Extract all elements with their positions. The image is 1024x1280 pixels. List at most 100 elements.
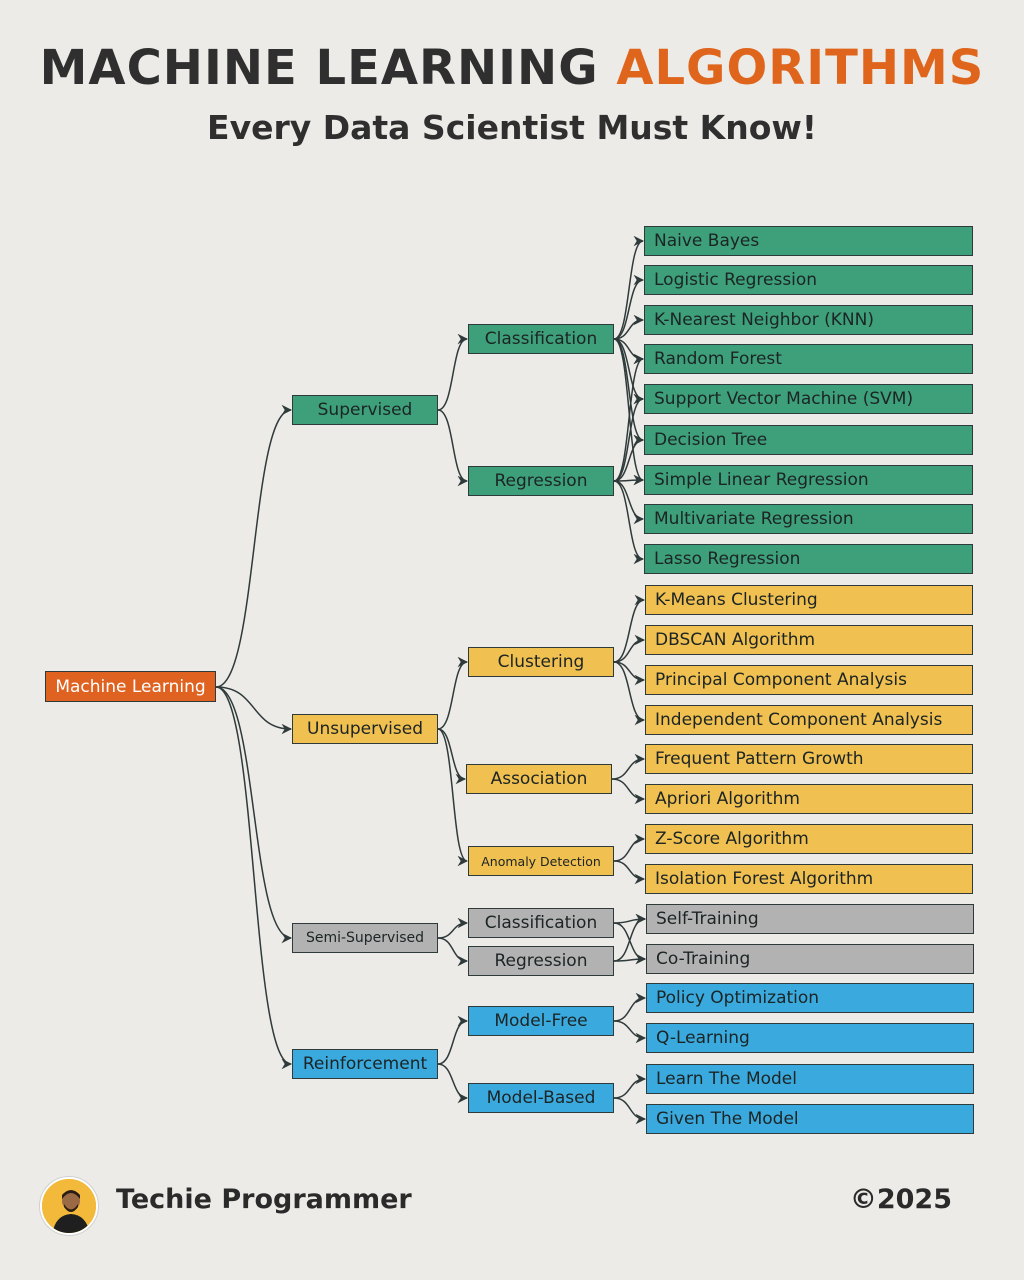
algorithm-z-score: Z-Score Algorithm (645, 824, 973, 854)
algorithm-co-training: Co-Training (646, 944, 974, 974)
connector-arrow (613, 953, 647, 965)
algorithm-label: Co-Training (656, 949, 751, 969)
algorithm-label: Decision Tree (654, 430, 768, 450)
algorithm-policy-optimization: Policy Optimization (646, 983, 974, 1013)
connector-arrow (437, 409, 469, 487)
subcategory-semi-classification: Classification (468, 908, 614, 938)
subcategory-label: Model-Free (494, 1011, 588, 1031)
root-label: Machine Learning (55, 676, 206, 697)
algorithm-label: Given The Model (656, 1109, 799, 1129)
algorithm-isolation-forest: Isolation Forest Algorithm (645, 864, 973, 894)
algorithm-ica: Independent Component Analysis (645, 705, 973, 735)
connector-arrow (437, 937, 469, 967)
algorithm-q-learning: Q-Learning (646, 1023, 974, 1053)
person-avatar-icon (40, 1177, 98, 1235)
algorithm-label: Learn The Model (656, 1069, 797, 1089)
connector-arrow (611, 753, 646, 780)
connector-arrow (215, 686, 293, 944)
connector-arrow (613, 480, 645, 525)
algorithm-label: Support Vector Machine (SVM) (654, 389, 914, 409)
subcategory-label: Regression (494, 471, 588, 491)
connector-arrow (215, 686, 293, 735)
algorithm-label: Naive Bayes (654, 231, 760, 251)
algorithm-label: Lasso Regression (654, 549, 801, 569)
connector-arrow (613, 353, 645, 482)
algorithm-fp-growth: Frequent Pattern Growth (645, 744, 973, 774)
algorithm-label: Frequent Pattern Growth (655, 749, 864, 769)
algorithm-label: K-Nearest Neighbor (KNN) (654, 310, 874, 330)
algorithm-learn-the-model: Learn The Model (646, 1064, 974, 1094)
connector-arrow (613, 274, 645, 340)
subcategory-model-based: Model-Based (468, 1083, 614, 1113)
algorithm-label: Principal Component Analysis (655, 670, 907, 690)
algorithm-knn: K-Nearest Neighbor (KNN) (644, 305, 973, 335)
algorithm-apriori: Apriori Algorithm (645, 784, 973, 814)
subcategory-label: Model-Based (486, 1088, 596, 1108)
subcategory-model-free: Model-Free (468, 1006, 614, 1036)
algorithm-label: Simple Linear Regression (654, 470, 869, 490)
algorithm-dbscan: DBSCAN Algorithm (645, 625, 973, 655)
algorithm-logistic-regression: Logistic Regression (644, 265, 973, 295)
connector-arrow (613, 661, 646, 686)
connector-arrow (215, 404, 293, 688)
algorithm-pca: Principal Component Analysis (645, 665, 973, 695)
algorithm-simple-linear-regression: Simple Linear Regression (644, 465, 973, 495)
connector-arrow (613, 1073, 647, 1099)
category-label: Semi-Supervised (305, 930, 425, 946)
connector-arrow (613, 393, 645, 482)
connector-arrow (613, 1097, 647, 1125)
connector-arrow (613, 434, 645, 482)
algorithm-label: Apriori Algorithm (655, 789, 800, 809)
category-unsupervised: Unsupervised (292, 714, 438, 744)
subcategory-supervised-classification: Classification (468, 324, 614, 354)
category-label: Unsupervised (307, 719, 423, 739)
algorithm-label: Z-Score Algorithm (655, 829, 809, 849)
algorithm-label: Random Forest (654, 349, 782, 369)
connector-arrow (437, 728, 467, 785)
connector-arrow (613, 634, 646, 663)
copyright-year: ©2025 (849, 1184, 952, 1215)
subcategory-semi-regression: Regression (468, 946, 614, 976)
subcategory-label: Regression (494, 951, 588, 971)
connector-arrow (613, 661, 646, 726)
algorithm-label: Q-Learning (656, 1028, 750, 1048)
brand-name: Techie Programmer (116, 1184, 412, 1215)
subcategory-clustering: Clustering (468, 647, 614, 677)
connector-arrow (437, 1015, 469, 1065)
algorithm-svm: Support Vector Machine (SVM) (644, 384, 973, 414)
title-main: MACHINE LEARNING (39, 40, 599, 96)
connector-arrow (437, 333, 469, 411)
algorithm-decision-tree: Decision Tree (644, 425, 973, 455)
category-semi-supervised: Semi-Supervised (292, 923, 438, 953)
category-reinforcement: Reinforcement (292, 1049, 438, 1079)
connector-arrow (437, 656, 469, 730)
subcategory-supervised-regression: Regression (468, 466, 614, 496)
algorithm-label: Logistic Regression (654, 270, 818, 290)
page-title: MACHINE LEARNING ALGORITHMS (0, 40, 1024, 96)
algorithm-label: Policy Optimization (656, 988, 820, 1008)
algorithm-naive-bayes: Naive Bayes (644, 226, 973, 256)
connector-arrow (613, 594, 646, 663)
connector-arrow (613, 833, 646, 862)
subcategory-label: Classification (484, 329, 598, 349)
connector-arrow (437, 1063, 469, 1104)
category-supervised: Supervised (292, 395, 438, 425)
subcategory-label: Classification (484, 913, 598, 933)
algorithm-label: Multivariate Regression (654, 509, 854, 529)
algorithm-k-means: K-Means Clustering (645, 585, 973, 615)
algorithm-label: DBSCAN Algorithm (655, 630, 816, 650)
page-subtitle: Every Data Scientist Must Know! (207, 108, 817, 147)
connector-arrow (437, 728, 469, 867)
connector-arrow (613, 314, 645, 340)
title-accent: ALGORITHMS (616, 40, 985, 96)
connector-arrow (613, 992, 647, 1022)
connector-arrow (613, 1020, 647, 1044)
connector-arrow (437, 917, 469, 939)
subcategory-label: Association (490, 769, 588, 789)
subcategory-label: Anomaly Detection (481, 853, 601, 869)
subcategory-label: Clustering (497, 652, 585, 672)
connector-arrow (613, 860, 646, 885)
connector-arrow (613, 235, 645, 340)
connector-arrow (613, 913, 647, 962)
algorithm-self-training: Self-Training (646, 904, 974, 934)
